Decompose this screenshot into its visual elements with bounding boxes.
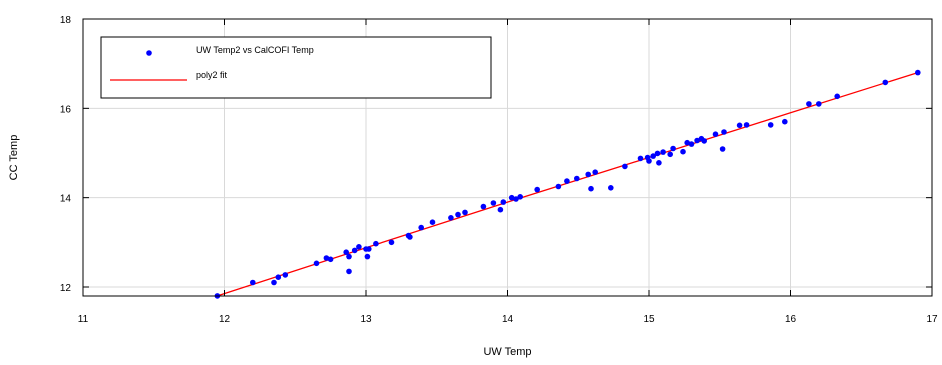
data-point [462, 209, 468, 216]
data-point [646, 158, 652, 164]
data-point [592, 169, 598, 175]
x-tick-label: 11 [78, 314, 89, 325]
data-point [782, 118, 788, 125]
x-tick-label: 15 [643, 314, 655, 325]
data-point [508, 194, 515, 201]
y-tick-label: 18 [60, 15, 72, 26]
scatter-series [214, 69, 921, 299]
data-point [517, 194, 523, 200]
legend-box [100, 36, 492, 99]
tick-labels: 11 12 13 14 15 16 17 12 14 16 18 [60, 15, 938, 325]
poly2-fit-series [217, 71, 918, 297]
data-point [418, 224, 425, 231]
data-point [743, 122, 750, 128]
data-point [271, 279, 277, 286]
data-point [816, 101, 822, 107]
data-point [373, 240, 379, 247]
data-point [767, 122, 774, 128]
y-axis-label: CC Temp [8, 135, 20, 181]
x-tick-label: 14 [502, 314, 514, 325]
data-point [343, 249, 350, 255]
data-point [654, 150, 661, 157]
data-point [364, 253, 371, 260]
data-point [588, 185, 594, 192]
data-point [719, 146, 726, 152]
data-point [656, 160, 662, 166]
data-point [834, 93, 840, 100]
data-point [500, 199, 507, 205]
data-point [313, 260, 320, 267]
data-point [564, 178, 570, 184]
data-point [688, 141, 695, 147]
data-point [712, 131, 719, 137]
data-point [513, 196, 519, 202]
data-point [622, 163, 628, 170]
legend: UW Temp2 vs CalCOFI Temp poly2 fit [100, 36, 492, 99]
data-point [327, 256, 334, 263]
legend-label-scatter: UW Temp2 vs CalCOFI Temp [196, 45, 314, 55]
data-point [282, 272, 289, 278]
x-tick-label: 17 [926, 314, 938, 325]
data-point [346, 268, 352, 275]
x-tick-label: 12 [219, 314, 231, 325]
data-point [429, 219, 436, 225]
data-point [356, 244, 362, 250]
data-point [608, 185, 614, 191]
data-point [480, 203, 487, 210]
y-tick-label: 16 [60, 104, 72, 115]
data-point [667, 151, 673, 158]
data-point [721, 129, 727, 135]
data-point [455, 211, 461, 218]
data-point [701, 138, 707, 144]
data-point [736, 122, 743, 129]
data-point [534, 186, 540, 193]
data-point [555, 183, 562, 190]
data-point [660, 149, 666, 155]
x-tick-label: 13 [360, 314, 372, 325]
data-point [694, 137, 700, 144]
data-point [882, 79, 889, 86]
data-point [806, 101, 812, 107]
y-tick-label: 12 [60, 283, 72, 294]
data-point [323, 255, 330, 261]
x-tick-label: 16 [785, 314, 797, 325]
data-point [250, 279, 256, 286]
data-point [448, 215, 454, 221]
data-point [915, 69, 921, 76]
data-point [497, 206, 504, 213]
data-point [388, 239, 395, 246]
legend-marker-scatter [146, 50, 152, 56]
data-point [585, 171, 591, 178]
ticks [82, 18, 933, 296]
fit-line [217, 71, 918, 297]
data-point [490, 200, 497, 206]
data-point [574, 175, 580, 182]
data-point [275, 274, 282, 281]
data-point [407, 234, 413, 240]
data-point [366, 246, 372, 252]
legend-label-fit: poly2 fit [196, 70, 228, 80]
x-axis-label: UW Temp [483, 346, 531, 358]
data-point [351, 247, 358, 254]
data-point [637, 155, 644, 162]
data-point [650, 153, 656, 159]
data-point [680, 148, 686, 155]
data-point [670, 145, 676, 152]
data-point [684, 139, 690, 146]
data-point [346, 253, 352, 260]
y-tick-label: 14 [60, 194, 72, 205]
